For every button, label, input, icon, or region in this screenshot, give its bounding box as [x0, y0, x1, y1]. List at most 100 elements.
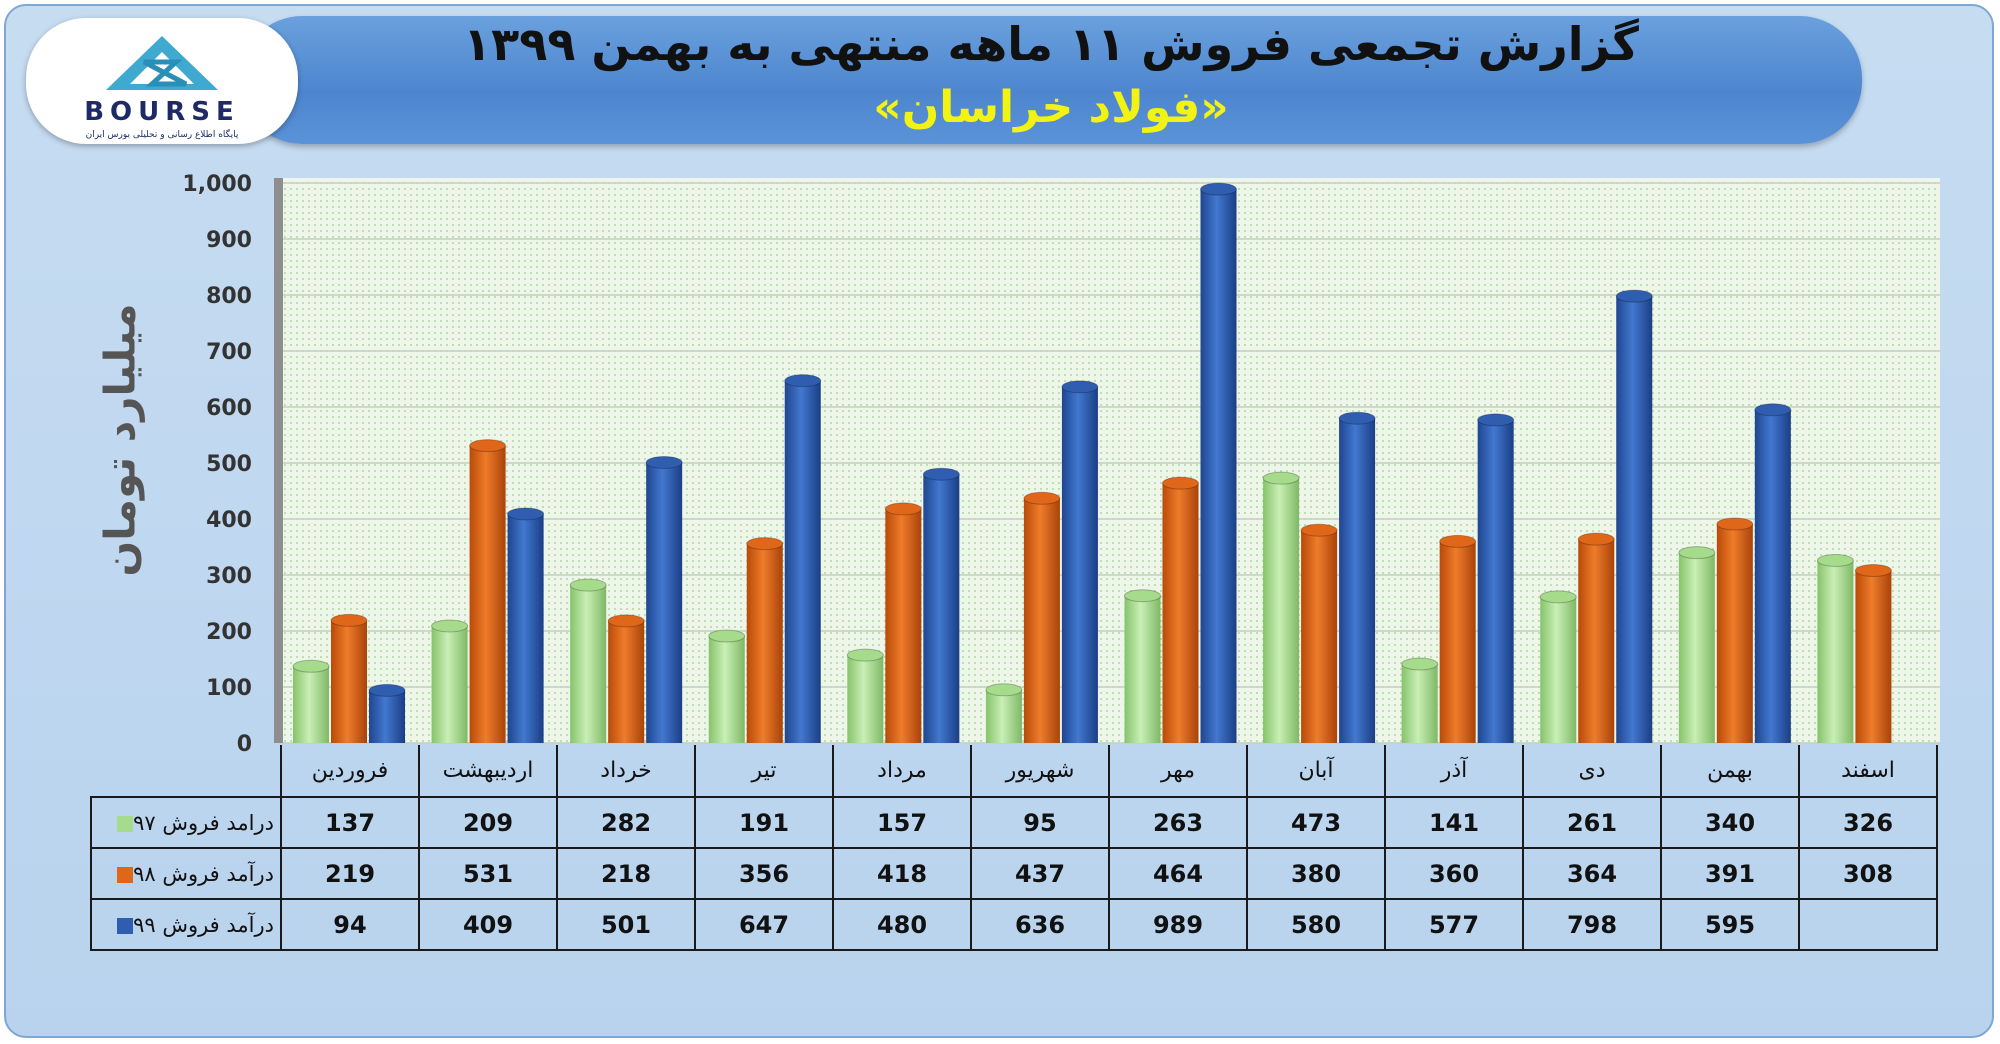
- series-row: درآمد فروش ۹۹ 94 409 501 647 480 636 989 580 577 7…: [90, 898, 1938, 951]
- side-wall: [274, 178, 283, 743]
- bar-cap: [1577, 532, 1615, 546]
- legend-entry: درامد فروش ۹۷: [90, 796, 282, 849]
- data-label: 364: [1522, 847, 1662, 900]
- y-axis-label-box: میلیارد تومان: [96, 303, 146, 576]
- bar-cap: [846, 648, 884, 662]
- logo-tagline: پایگاه اطلاع رسانی و تحلیلی بورس ایران: [86, 128, 239, 140]
- data-label: 531: [418, 847, 558, 900]
- data-label: 577: [1384, 898, 1524, 951]
- bar-cap: [1061, 380, 1099, 394]
- data-label: 636: [970, 898, 1110, 951]
- category-label: شهریور: [970, 745, 1110, 798]
- legend-swatch: [117, 917, 134, 934]
- bar-series1-7: [1124, 595, 1161, 743]
- bar-series1-5: [847, 655, 884, 743]
- data-label: 191: [694, 796, 834, 849]
- legend-entry: درآمد فروش ۹۸: [90, 847, 282, 900]
- bar-cap: [1816, 553, 1854, 567]
- bar-cap: [784, 374, 822, 388]
- data-label: 94: [280, 898, 420, 951]
- bar-series1-12: [1817, 560, 1854, 743]
- bar-series3-5: [923, 474, 960, 743]
- y-tick-label: 0: [237, 732, 252, 757]
- bar-cap: [1338, 411, 1376, 425]
- y-tick-label: 800: [206, 284, 252, 309]
- data-label: 263: [1108, 796, 1248, 849]
- data-label: 261: [1522, 796, 1662, 849]
- legend-swatch: [117, 866, 134, 883]
- y-tick-label: 600: [206, 396, 252, 421]
- bar-series2-1: [331, 620, 367, 743]
- bar-cap: [1477, 413, 1515, 427]
- category-label: مهر: [1108, 745, 1248, 798]
- bar-cap: [1716, 517, 1754, 531]
- y-tick-label: 400: [206, 508, 252, 533]
- bar-series2-8: [1301, 530, 1338, 743]
- bar-cap: [330, 613, 368, 627]
- data-label: 380: [1246, 847, 1386, 900]
- bar-cap: [1124, 589, 1161, 603]
- data-label: 409: [418, 898, 558, 951]
- data-label: 501: [556, 898, 696, 951]
- data-label: 209: [418, 796, 558, 849]
- bar-series2-10: [1578, 539, 1615, 743]
- bar-cap: [368, 683, 406, 697]
- bar-series2-7: [1162, 483, 1199, 743]
- bar-series3-9: [1477, 419, 1514, 743]
- data-label: [1798, 898, 1938, 951]
- data-label: 141: [1384, 796, 1524, 849]
- data-label: 798: [1522, 898, 1662, 951]
- data-label: 437: [970, 847, 1110, 900]
- bars: [292, 182, 1892, 743]
- bar-cap: [645, 455, 683, 469]
- title-banner: [240, 16, 1862, 144]
- category-label: اسفند: [1798, 745, 1938, 798]
- legend-label: درامد فروش ۹۷: [133, 810, 274, 835]
- series-row: درآمد فروش ۹۸ 219 531 218 356 418 437 464 380 360…: [90, 847, 1938, 900]
- bar-series2-9: [1439, 541, 1476, 743]
- bar-cap: [292, 659, 330, 673]
- bar-cap: [1023, 491, 1061, 505]
- data-label: 580: [1246, 898, 1386, 951]
- bar-cap: [1300, 523, 1338, 537]
- bar-cap: [1401, 657, 1439, 671]
- bar-cap: [884, 502, 922, 516]
- bar-series1-10: [1540, 596, 1577, 743]
- data-label: 282: [556, 796, 696, 849]
- bar-cap: [507, 507, 545, 521]
- chart-subtitle: «فولاد خراسان»: [873, 82, 1229, 133]
- legend-entry: درآمد فروش ۹۹: [90, 898, 282, 951]
- bar-series1-1: [293, 666, 329, 743]
- y-tick-label: 1,000: [182, 172, 252, 197]
- data-label: 95: [970, 796, 1110, 849]
- bar-series2-5: [885, 508, 922, 743]
- logo-graphic: BOURSE پایگاه اطلاع رسانی و تحلیلی بورس …: [84, 36, 240, 140]
- data-label: 219: [280, 847, 420, 900]
- category-label: آذر: [1384, 745, 1524, 798]
- bar-cap: [1615, 289, 1653, 303]
- data-label: 989: [1108, 898, 1248, 951]
- category-row-spacer: [91, 745, 281, 797]
- data-label: 308: [1798, 847, 1938, 900]
- bar-series1-9: [1401, 664, 1438, 743]
- bar-series1-6: [985, 689, 1022, 743]
- bar-cap: [469, 439, 507, 453]
- bar-cap: [1678, 546, 1716, 560]
- y-tick-label: 200: [206, 620, 252, 645]
- logo-text: BOURSE: [84, 97, 240, 127]
- bar-cap: [1754, 403, 1792, 417]
- legend-label: درآمد فروش ۹۹: [133, 912, 274, 937]
- series-row: درامد فروش ۹۷ 137 209 282 191 157 95 263 473 141 2…: [90, 796, 1938, 849]
- data-label: 360: [1384, 847, 1524, 900]
- data-label: 157: [832, 796, 972, 849]
- data-label: 326: [1798, 796, 1938, 849]
- legend-label: درآمد فروش ۹۸: [133, 861, 274, 886]
- data-label: 137: [280, 796, 420, 849]
- bar-series3-10: [1616, 296, 1653, 743]
- bar-series1-3: [570, 585, 607, 743]
- bar-series2-2: [469, 445, 506, 743]
- bar-chart: 0 100 200 300 400 500 600 700 800 900 1,000: [182, 172, 1940, 757]
- bar-cap: [1262, 471, 1300, 485]
- data-label: 595: [1660, 898, 1800, 951]
- bourse-logo: BOURSE پایگاه اطلاع رسانی و تحلیلی بورس …: [26, 18, 298, 144]
